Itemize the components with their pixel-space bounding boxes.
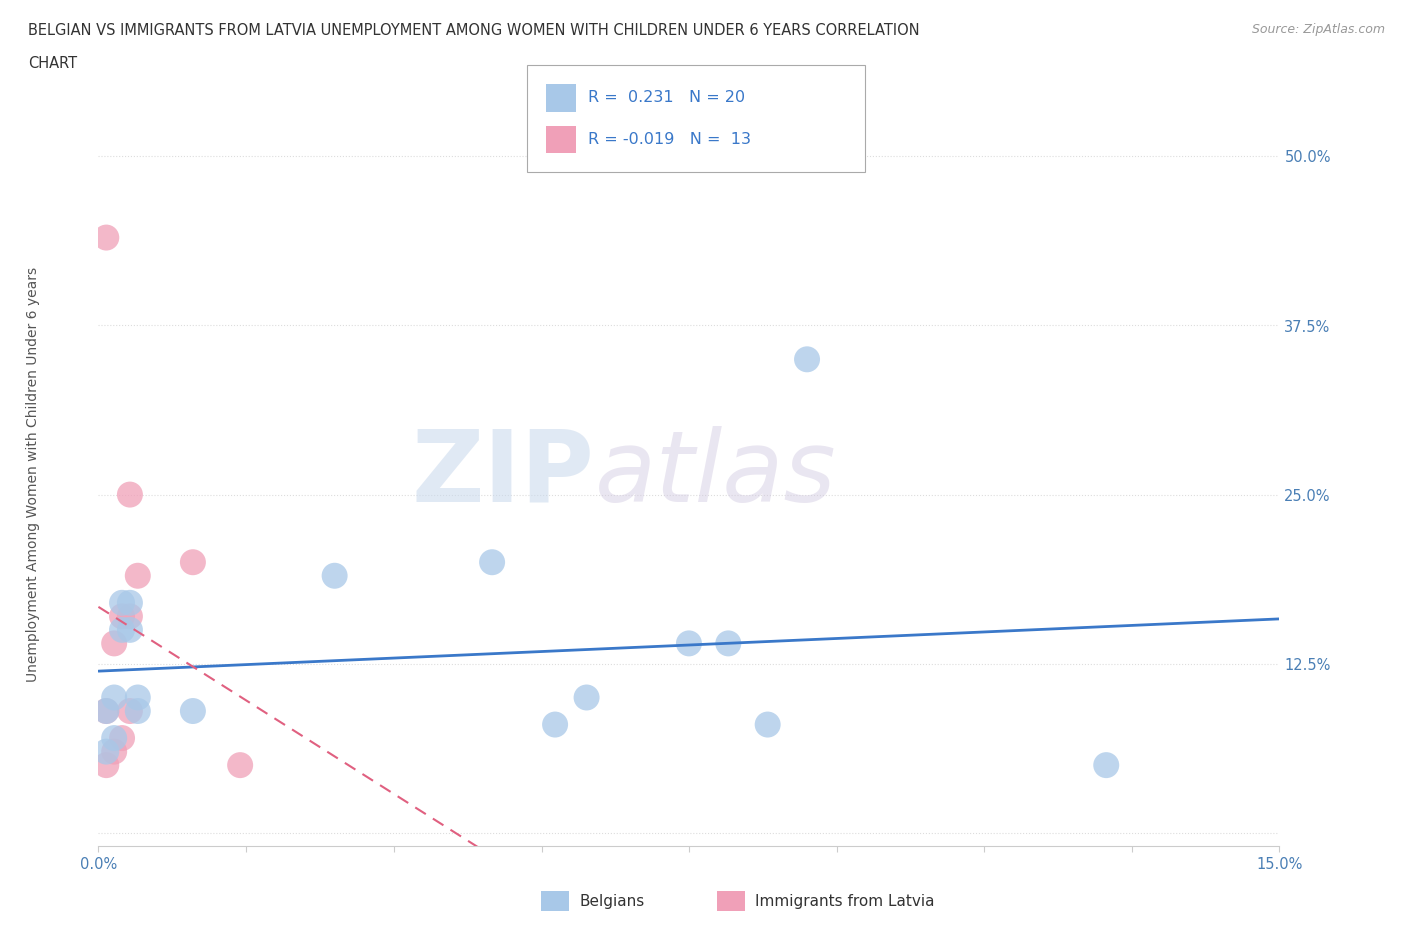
Point bbox=[111, 622, 134, 637]
Point bbox=[118, 487, 141, 502]
Point bbox=[181, 555, 204, 570]
Text: R = -0.019   N =  13: R = -0.019 N = 13 bbox=[588, 132, 751, 147]
Text: CHART: CHART bbox=[28, 56, 77, 71]
Point bbox=[575, 690, 598, 705]
Point bbox=[756, 717, 779, 732]
Point bbox=[1095, 758, 1118, 773]
Point bbox=[181, 704, 204, 719]
Text: Belgians: Belgians bbox=[579, 894, 644, 909]
Point bbox=[96, 704, 118, 719]
Point bbox=[127, 690, 149, 705]
Point bbox=[96, 758, 118, 773]
Text: Source: ZipAtlas.com: Source: ZipAtlas.com bbox=[1251, 23, 1385, 36]
Point bbox=[127, 704, 149, 719]
Point bbox=[103, 636, 125, 651]
Point bbox=[717, 636, 740, 651]
Point bbox=[544, 717, 567, 732]
Point bbox=[118, 595, 141, 610]
Text: Immigrants from Latvia: Immigrants from Latvia bbox=[755, 894, 935, 909]
Text: R =  0.231   N = 20: R = 0.231 N = 20 bbox=[588, 90, 745, 105]
Point bbox=[796, 352, 818, 366]
Text: atlas: atlas bbox=[595, 426, 837, 523]
Point bbox=[118, 609, 141, 624]
Point bbox=[118, 704, 141, 719]
Point bbox=[111, 595, 134, 610]
Point bbox=[96, 704, 118, 719]
Point bbox=[96, 744, 118, 759]
Point bbox=[229, 758, 252, 773]
Point bbox=[103, 690, 125, 705]
Point bbox=[323, 568, 346, 583]
Point bbox=[481, 555, 503, 570]
Point bbox=[103, 744, 125, 759]
Point bbox=[118, 622, 141, 637]
Point bbox=[127, 568, 149, 583]
Text: Unemployment Among Women with Children Under 6 years: Unemployment Among Women with Children U… bbox=[27, 267, 41, 682]
Text: ZIP: ZIP bbox=[412, 426, 595, 523]
Point bbox=[678, 636, 700, 651]
Point bbox=[111, 609, 134, 624]
Point bbox=[96, 230, 118, 245]
Text: BELGIAN VS IMMIGRANTS FROM LATVIA UNEMPLOYMENT AMONG WOMEN WITH CHILDREN UNDER 6: BELGIAN VS IMMIGRANTS FROM LATVIA UNEMPL… bbox=[28, 23, 920, 38]
Point bbox=[111, 731, 134, 746]
Point bbox=[103, 731, 125, 746]
